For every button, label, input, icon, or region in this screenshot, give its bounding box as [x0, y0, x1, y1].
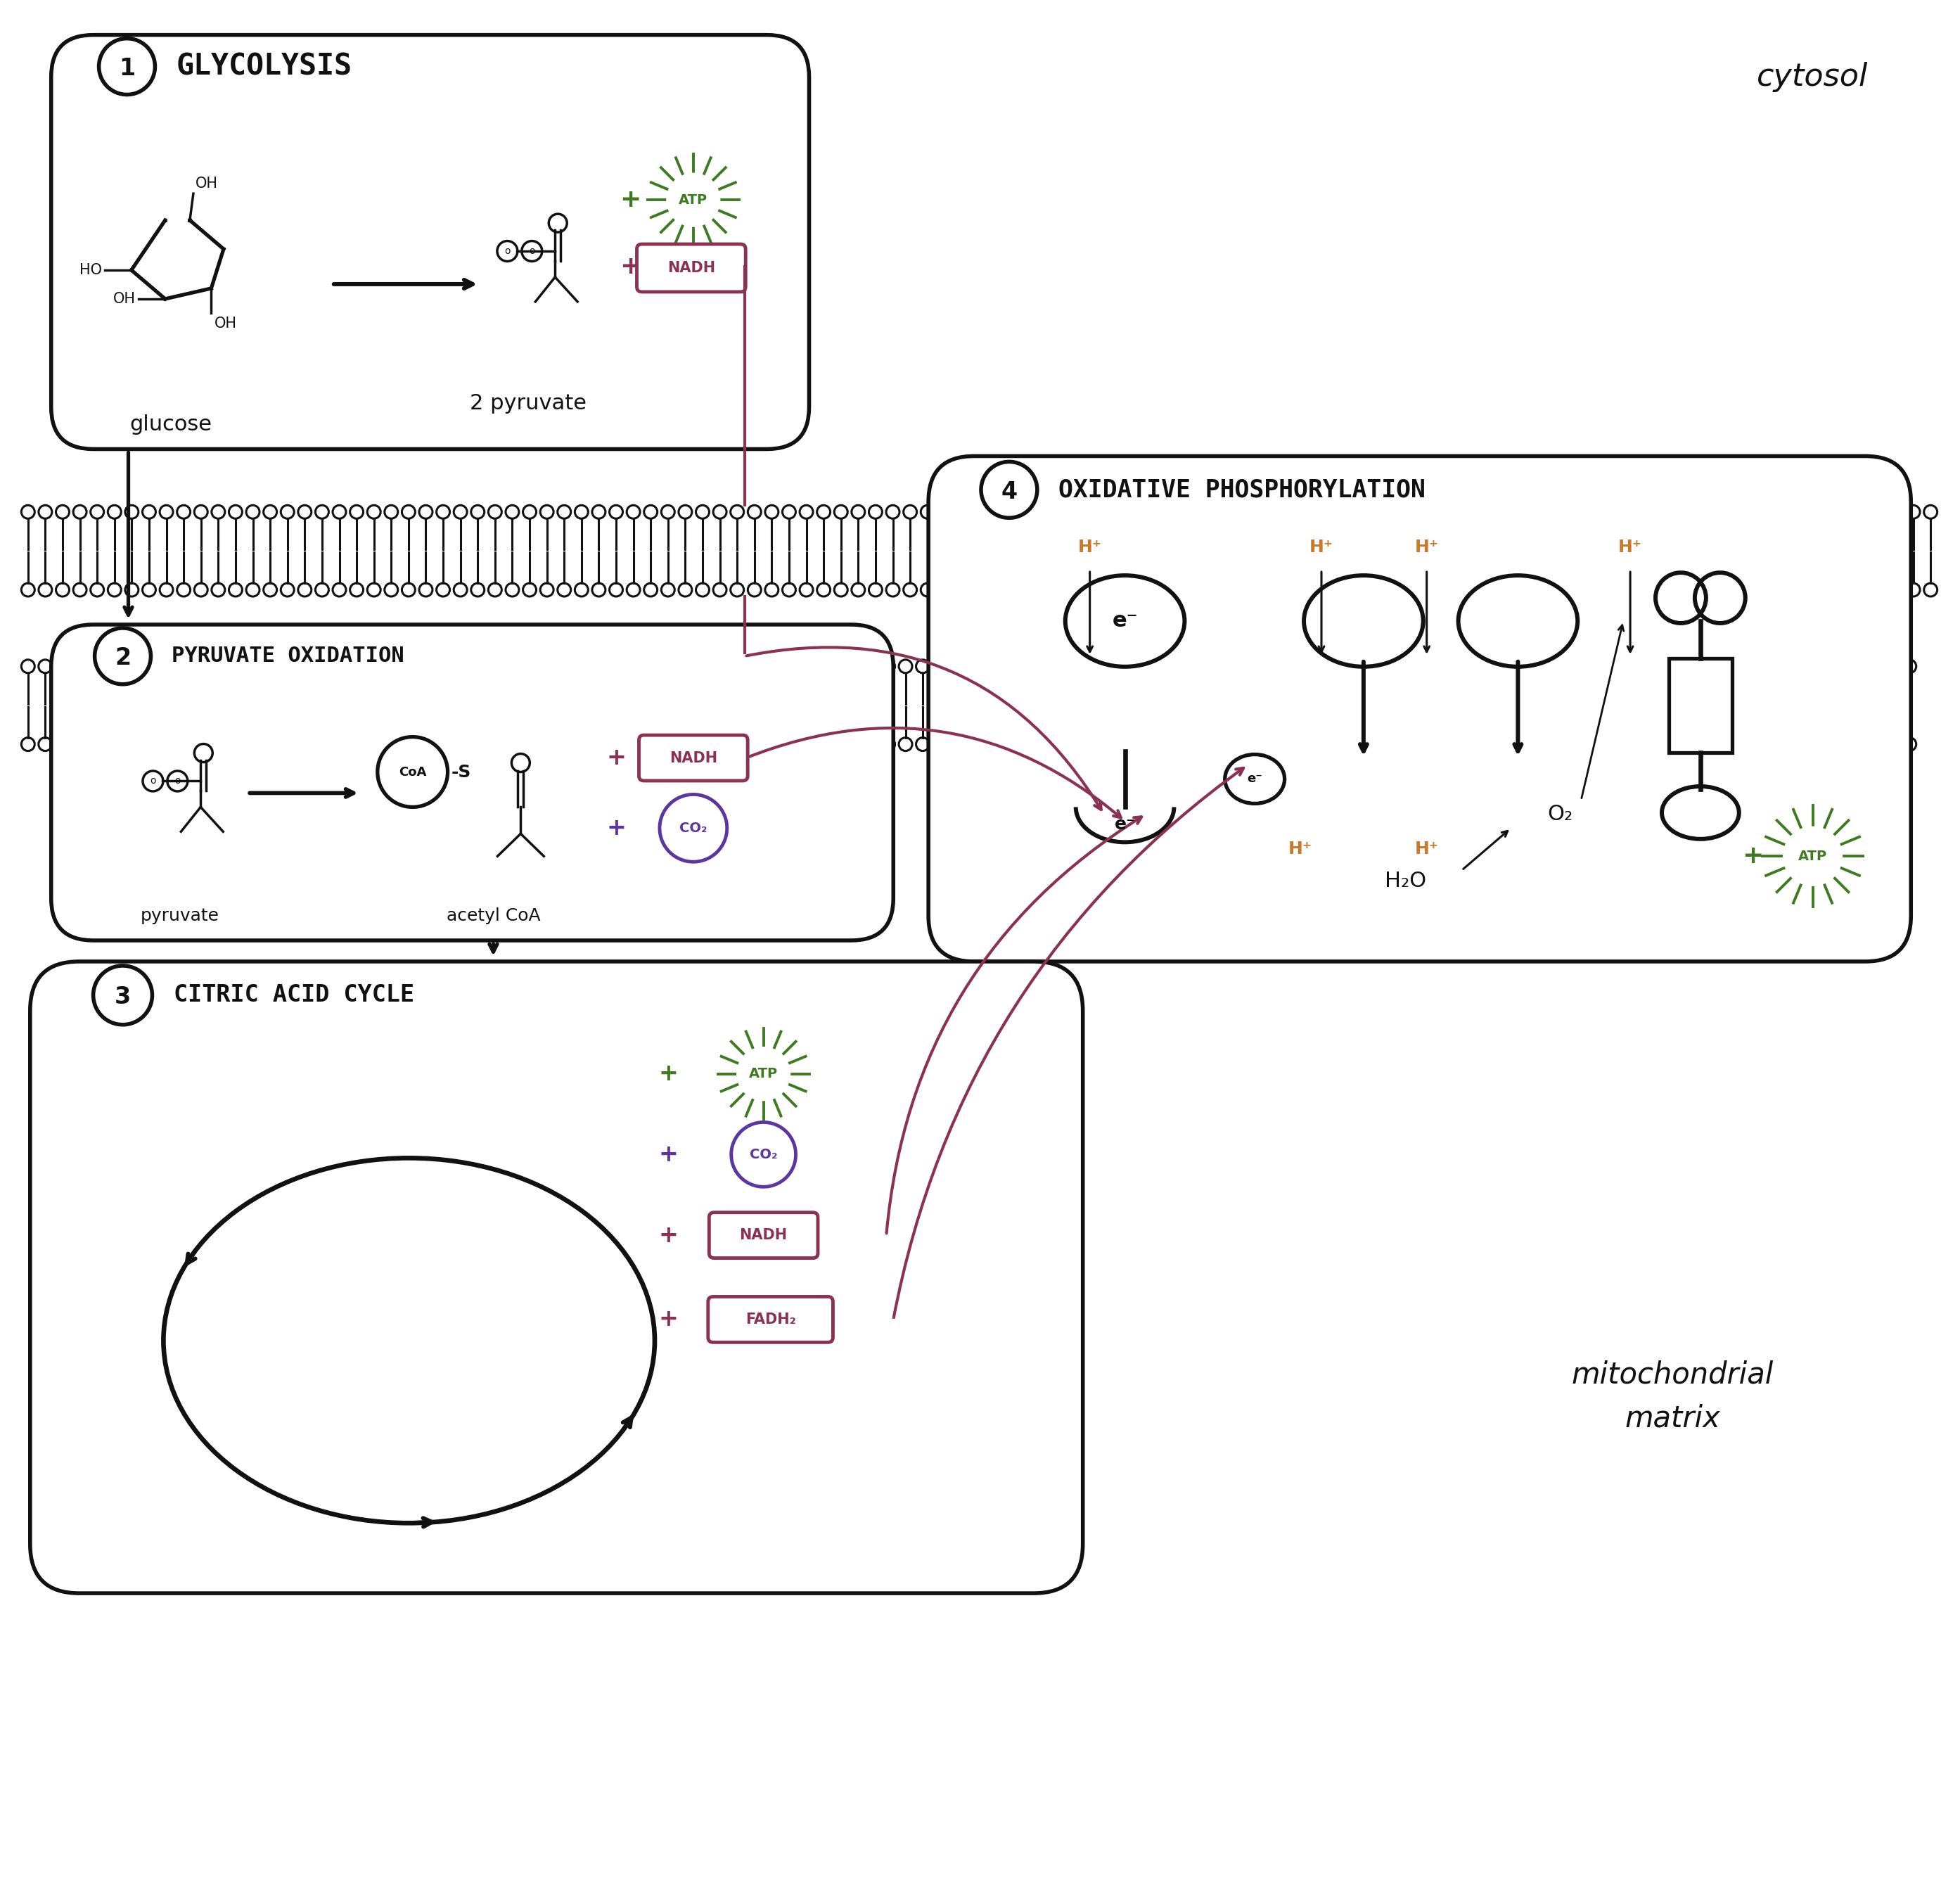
Text: o: o — [174, 777, 180, 786]
FancyBboxPatch shape — [929, 455, 1911, 962]
Text: cytosol: cytosol — [1756, 62, 1868, 93]
Text: HO: HO — [80, 263, 102, 278]
Text: +: + — [606, 747, 625, 769]
FancyBboxPatch shape — [51, 34, 809, 450]
FancyBboxPatch shape — [637, 244, 745, 291]
Text: +: + — [619, 187, 641, 212]
Text: H⁺: H⁺ — [1619, 539, 1642, 556]
Text: +: + — [659, 1223, 678, 1247]
Text: H⁺: H⁺ — [1288, 841, 1313, 858]
Text: e⁻: e⁻ — [1247, 773, 1262, 786]
Text: +: + — [659, 1308, 678, 1331]
Text: H⁺: H⁺ — [1078, 539, 1102, 556]
Text: OH: OH — [196, 176, 218, 191]
Text: CoA: CoA — [398, 765, 427, 779]
Text: 4: 4 — [1002, 480, 1017, 503]
Text: GLYCOLYSIS: GLYCOLYSIS — [176, 51, 353, 81]
FancyBboxPatch shape — [710, 1213, 817, 1259]
Text: H⁺: H⁺ — [1309, 539, 1333, 556]
Circle shape — [169, 210, 188, 231]
Text: ATP: ATP — [1797, 849, 1827, 864]
Text: e⁻: e⁻ — [1111, 610, 1139, 631]
FancyBboxPatch shape — [51, 624, 894, 941]
Text: CO₂: CO₂ — [749, 1147, 778, 1160]
Text: NADH: NADH — [666, 261, 715, 276]
Text: acetyl CoA: acetyl CoA — [447, 907, 541, 924]
Text: o: o — [504, 246, 510, 255]
Text: +: + — [659, 1062, 678, 1085]
Text: NADH: NADH — [739, 1228, 788, 1242]
Text: NADH: NADH — [670, 750, 717, 765]
Text: +: + — [659, 1143, 678, 1166]
Text: mitochondrial
matrix: mitochondrial matrix — [1572, 1361, 1774, 1433]
Text: pyruvate: pyruvate — [141, 907, 220, 924]
Text: OXIDATIVE PHOSPHORYLATION: OXIDATIVE PHOSPHORYLATION — [1058, 478, 1425, 501]
Text: CO₂: CO₂ — [680, 822, 708, 835]
FancyBboxPatch shape — [639, 735, 747, 781]
Text: o: o — [529, 246, 535, 255]
Text: H⁺: H⁺ — [1415, 841, 1439, 858]
Text: H₂O: H₂O — [1386, 871, 1427, 890]
Circle shape — [1784, 826, 1842, 886]
Bar — [1668, 658, 1733, 752]
Text: -S: -S — [451, 764, 470, 781]
Text: FADH₂: FADH₂ — [745, 1312, 796, 1327]
Circle shape — [737, 1047, 790, 1100]
Text: CITRIC ACID CYCLE: CITRIC ACID CYCLE — [174, 983, 416, 1007]
Text: ATP: ATP — [678, 193, 708, 206]
Text: OH: OH — [216, 316, 237, 331]
Text: H⁺: H⁺ — [1415, 539, 1439, 556]
Circle shape — [666, 174, 719, 227]
Text: 2 pyruvate: 2 pyruvate — [470, 393, 586, 414]
Text: 3: 3 — [114, 987, 131, 1009]
Text: o: o — [149, 777, 157, 786]
Text: +: + — [619, 255, 641, 278]
Text: e⁻: e⁻ — [1115, 816, 1135, 833]
FancyBboxPatch shape — [29, 962, 1082, 1593]
Text: 1: 1 — [120, 57, 135, 79]
Text: 2: 2 — [114, 646, 131, 669]
Text: O₂: O₂ — [1546, 803, 1572, 824]
Text: OH: OH — [114, 291, 135, 306]
Text: PYRUVATE OXIDATION: PYRUVATE OXIDATION — [172, 646, 404, 667]
FancyBboxPatch shape — [708, 1297, 833, 1342]
Text: +: + — [606, 816, 625, 839]
Text: +: + — [1742, 845, 1764, 868]
Text: glucose: glucose — [129, 414, 212, 435]
Text: ATP: ATP — [749, 1068, 778, 1081]
